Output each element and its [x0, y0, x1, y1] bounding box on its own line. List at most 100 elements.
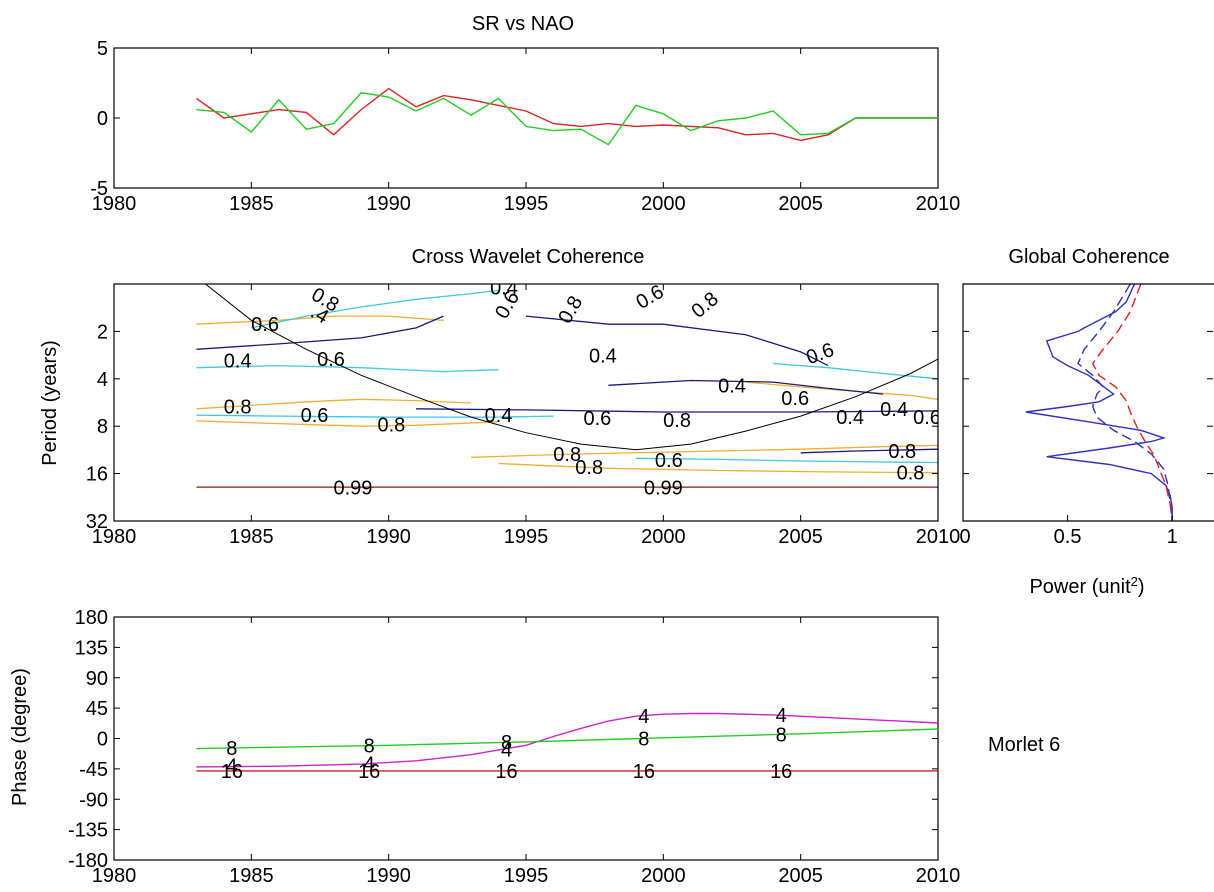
contour-label: 0.8 — [663, 410, 691, 432]
coherence-ytick-label: 32 — [86, 511, 108, 533]
phase-period-label: 16 — [221, 761, 243, 783]
phase-ytick-label: -135 — [68, 820, 108, 842]
contour-0p6 — [635, 457, 938, 464]
global-lines — [1025, 284, 1173, 521]
contour-label: 0.4 — [880, 399, 908, 421]
contour-label: 0.99 — [644, 477, 683, 499]
top-xtick-label: 2010 — [916, 193, 961, 215]
global-axes — [962, 283, 1214, 522]
global-coherence-title: Global Coherence — [1008, 246, 1169, 268]
contour-label: 0.6 — [317, 349, 345, 371]
phase-period-label: 4 — [501, 739, 512, 761]
contour-label: 0.6 — [913, 407, 941, 429]
coherence-xtick-label: 1985 — [229, 526, 274, 548]
coherence-xtick-label: 1995 — [504, 526, 549, 548]
phase-period-label: 8 — [638, 729, 649, 751]
coherence-xtick-label: 2005 — [778, 526, 823, 548]
phase-ytick-label: 90 — [86, 668, 108, 690]
contour-0p8 — [196, 398, 472, 410]
contour-label: 0.6 — [301, 405, 329, 427]
contour-0p4 — [800, 448, 938, 454]
global-xtick-label: 0 — [959, 526, 970, 548]
phase-y-axis-label: Phase (degree) — [9, 668, 31, 806]
x-label-superscript: 2 — [1131, 574, 1138, 589]
morlet-annotation: Morlet 6 — [988, 734, 1060, 756]
x-label-prefix: Power (unit — [1029, 576, 1131, 598]
contour-label: 0.8 — [553, 444, 581, 466]
phase-ytick-label: 135 — [75, 637, 108, 659]
contour-label: 0.6 — [781, 388, 809, 410]
phase-xtick-label: 1985 — [229, 865, 274, 887]
contour-0p4 — [416, 408, 938, 413]
coherence-xtick-label: 2010 — [916, 526, 961, 548]
top-ytick-label: 0 — [97, 108, 108, 130]
phase-period-label: 16 — [633, 761, 655, 783]
phase-ytick-label: 45 — [86, 698, 108, 720]
phase-xtick-label: 1990 — [366, 865, 411, 887]
contour-label: 0.6 — [633, 281, 668, 314]
contour-0p6 — [196, 364, 499, 373]
phase-xtick-label: 2000 — [641, 865, 686, 887]
coherence-y-axis-label: Period (years) — [39, 340, 61, 466]
contour-0p6 — [251, 289, 499, 329]
contour-0p6 — [773, 362, 938, 380]
contour-label: 0.4 — [485, 405, 513, 427]
phase-ytick-label: 180 — [75, 607, 108, 629]
top-xtick-label: 1980 — [92, 193, 137, 215]
contour-0p8 — [196, 315, 444, 325]
coherence-ytick-label: 16 — [86, 464, 108, 486]
phase-period-label: 16 — [770, 761, 792, 783]
contour-0p4 — [525, 315, 829, 367]
global-series-1 — [1077, 284, 1173, 521]
contour-label: 0.8 — [687, 288, 722, 323]
cone-of-influence — [204, 284, 938, 451]
coherence-title: Cross Wavelet Coherence — [412, 246, 645, 268]
contour-0p4 — [196, 315, 444, 350]
phase-plot: Phase (degree) 1980 1985 1990 1995 2000 2005 2… — [9, 607, 960, 887]
sr-vs-nao-plot: SR vs NAO 1980 1985 1990 1995 2000 2005 2010 5 0… — [90, 13, 960, 215]
phase-period-label: 8 — [364, 735, 375, 757]
phase-ytick-label: -90 — [79, 789, 108, 811]
phase-ytick-label: -45 — [79, 759, 108, 781]
contour-label: 0.8 — [378, 414, 406, 436]
coherence-xtick-label: 1990 — [366, 526, 411, 548]
phase-period-label: 16 — [358, 761, 380, 783]
phase-period-label: 8 — [776, 724, 787, 746]
top-xtick-label: 1990 — [366, 193, 411, 215]
coherence-ytick-label: 2 — [97, 321, 108, 343]
contour-lines: 0.8.40.60.4 0.60.8 0.6 0.80.40.6 0.8 0.6 0.80.… — [196, 277, 941, 499]
contour-label: 0.8 — [897, 462, 925, 484]
contour-0p8 — [196, 420, 499, 427]
coherence-ytick-label: 4 — [97, 369, 108, 391]
contour-0p8 — [471, 444, 938, 458]
phase-period-label: 8 — [501, 732, 512, 754]
global-coherence-x-axis-label: Power (unit2) — [1029, 574, 1144, 599]
top-xtick-label: 2005 — [778, 193, 823, 215]
global-series-0 — [1025, 284, 1173, 521]
phase-axes — [113, 616, 939, 861]
top-xtick-label: 2000 — [641, 193, 686, 215]
contour-0p8 — [498, 462, 938, 474]
contour-label: 0.6 — [655, 450, 683, 472]
phase-xtick-label: 1995 — [504, 865, 549, 887]
global-xtick-label: 1 — [1167, 526, 1178, 548]
coherence-xtick-label: 2000 — [641, 526, 686, 548]
phase-series-8 — [196, 728, 939, 750]
top-ytick-label: 5 — [97, 38, 108, 60]
phase-period-label: 4 — [364, 753, 375, 775]
contour-label: 0.6 — [803, 339, 837, 369]
contour-label: 0.4 — [718, 375, 746, 397]
global-coherence-plot: Global Coherence Power (unit2) 0 0.5 1 — [959, 246, 1214, 598]
global-xtick-label: 0.5 — [1054, 526, 1082, 548]
coherence-ytick-label: 8 — [97, 416, 108, 438]
series-line-1 — [196, 92, 938, 146]
contour-label: 0.8 — [575, 457, 603, 479]
global-series-2 — [1091, 284, 1173, 521]
phase-series-4 — [196, 712, 939, 768]
contour-label: 0.4 — [589, 346, 617, 368]
coherence-xtick-label: 1980 — [92, 526, 137, 548]
contour-label: 0.4 — [836, 407, 864, 429]
contour-label: 0.4 — [490, 277, 518, 299]
phase-period-label: 4 — [226, 756, 237, 778]
